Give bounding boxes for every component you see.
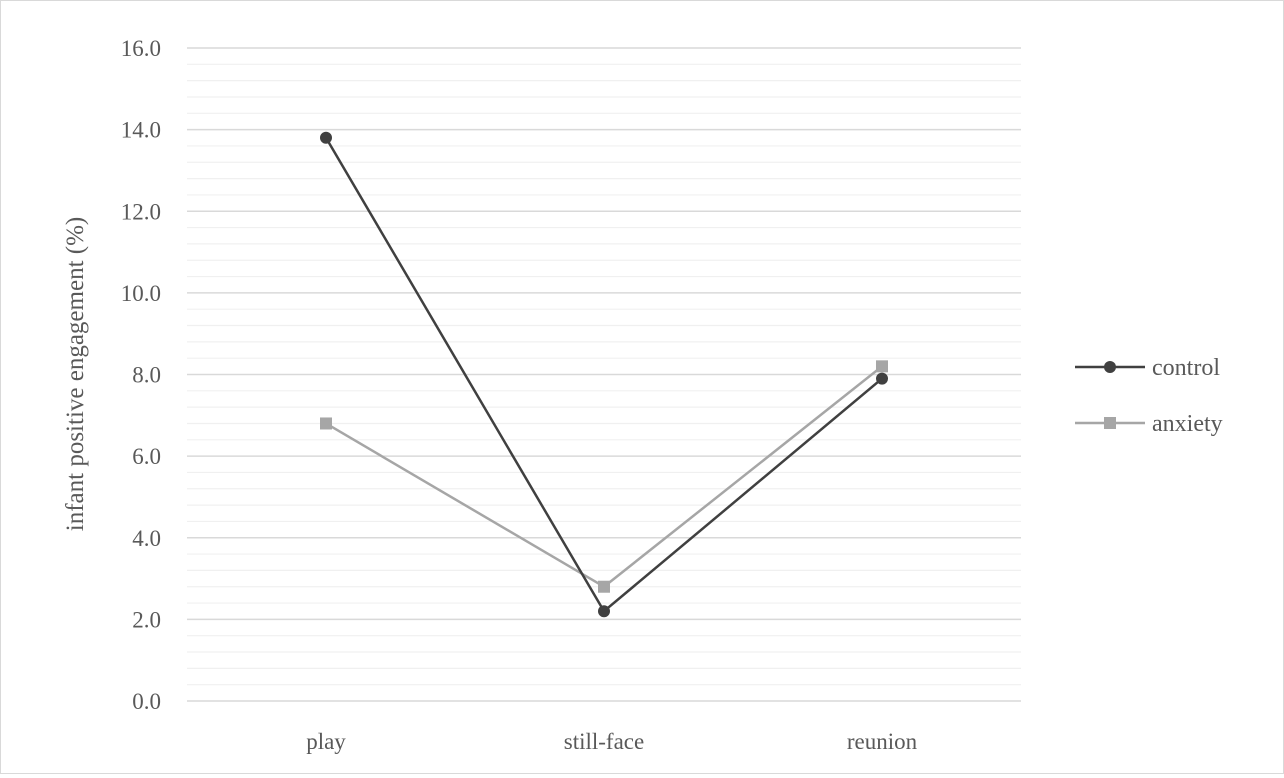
x-tick-label: still-face xyxy=(564,729,644,754)
y-tick-label: 4.0 xyxy=(132,526,161,551)
y-tick-label: 6.0 xyxy=(132,444,161,469)
data-point-anxiety xyxy=(598,580,610,593)
data-point-anxiety xyxy=(876,360,888,373)
x-tick-label: reunion xyxy=(847,729,918,754)
y-axis-tick-labels: 0.0 2.0 4.0 6.0 8.0 10.0 12.0 14.0 16.0 xyxy=(121,36,161,714)
legend-label: control xyxy=(1152,355,1220,381)
legend-marker xyxy=(1104,361,1116,373)
y-tick-label: 8.0 xyxy=(132,363,161,388)
data-point-anxiety xyxy=(320,417,332,430)
legend-item-anxiety: anxiety xyxy=(1075,411,1223,437)
series-control xyxy=(320,131,888,618)
legend-label: anxiety xyxy=(1152,411,1223,437)
y-tick-label: 0.0 xyxy=(132,689,161,714)
legend-marker xyxy=(1104,417,1116,429)
series-layer xyxy=(320,131,888,618)
gridlines xyxy=(187,47,1021,702)
data-point-control xyxy=(876,372,888,385)
legend: control anxiety xyxy=(1075,355,1223,437)
data-point-control xyxy=(598,605,610,618)
y-tick-label: 2.0 xyxy=(132,607,161,632)
x-axis-tick-labels: play still-face reunion xyxy=(306,729,917,754)
legend-item-control: control xyxy=(1075,355,1220,381)
y-tick-label: 12.0 xyxy=(121,199,161,224)
x-tick-label: play xyxy=(306,729,346,754)
series-anxiety xyxy=(320,360,888,593)
y-tick-label: 16.0 xyxy=(121,36,161,61)
y-tick-label: 10.0 xyxy=(121,281,161,306)
data-point-control xyxy=(320,131,332,144)
y-tick-label: 14.0 xyxy=(121,118,161,143)
y-axis-label: infant positive engagement (%) xyxy=(62,217,89,531)
